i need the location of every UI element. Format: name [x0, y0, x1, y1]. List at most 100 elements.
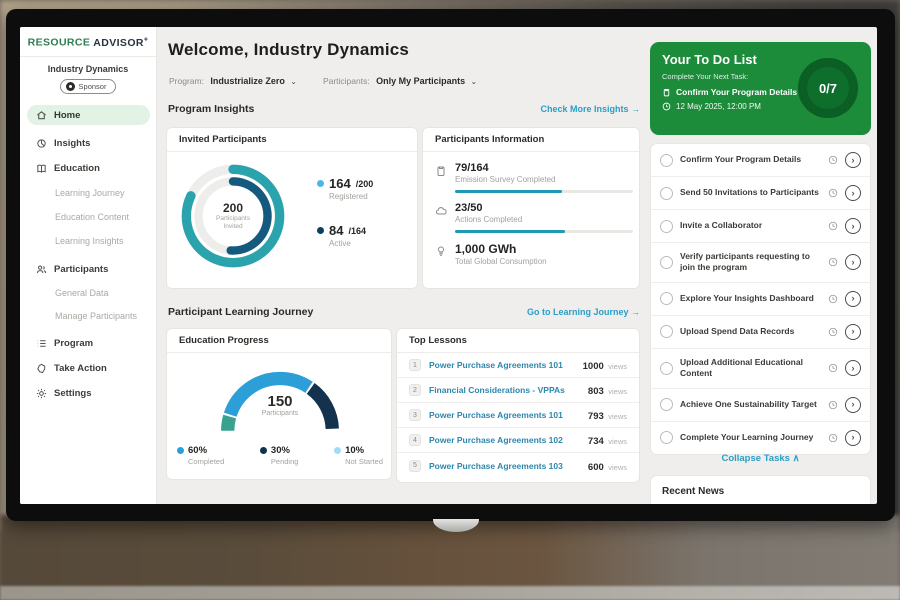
sponsor-badge[interactable]: Sponsor: [59, 78, 117, 94]
invited-center-value: 200: [222, 200, 244, 215]
task-row[interactable]: Achieve One Sustainability Target ›: [651, 387, 870, 421]
lesson-views: 1000 views: [582, 361, 627, 372]
task-open-button[interactable]: ›: [845, 290, 861, 307]
sidebar-item-general-data[interactable]: General Data: [55, 288, 109, 298]
task-row[interactable]: Verify participants requesting to join t…: [651, 242, 870, 282]
lesson-rank: 1: [409, 359, 421, 371]
task-open-button[interactable]: ›: [845, 218, 861, 234]
sidebar-item-learning-journey[interactable]: Learning Journey: [55, 188, 125, 198]
lesson-row[interactable]: 4 Power Purchase Agreements 102 734 view…: [397, 428, 639, 453]
page-title: Welcome, Industry Dynamics: [168, 40, 410, 59]
education-progress-legend: 60% Completed 30% Pending 10% Not Starte…: [177, 445, 383, 466]
task-checkbox[interactable]: [660, 361, 673, 375]
education-progress-gauge: 150 Participants: [213, 359, 347, 439]
sidebar-item-insights[interactable]: Insights: [27, 133, 150, 153]
lesson-row[interactable]: 2 Financial Considerations - VPPAs 803 v…: [397, 378, 639, 403]
home-icon: [37, 110, 46, 119]
legend-not-started: 10% Not Started: [334, 445, 383, 466]
task-checkbox[interactable]: [660, 153, 673, 167]
task-open-button[interactable]: ›: [845, 152, 861, 168]
task-row[interactable]: Upload Spend Data Records ›: [651, 314, 870, 348]
clock-icon: [828, 433, 838, 443]
learning-journey-title: Participant Learning Journey: [168, 306, 314, 318]
chevron-up-icon: ∧: [792, 453, 800, 464]
book-icon: [37, 164, 46, 173]
logo-resource: RESOURCE: [27, 36, 91, 49]
task-checkbox[interactable]: [660, 292, 673, 306]
app-logo[interactable]: RESOURCE ADVISOR+: [20, 27, 156, 57]
lesson-views: 793 views: [587, 411, 627, 422]
check-more-insights-link[interactable]: Check More Insights →: [540, 104, 640, 114]
task-checkbox[interactable]: [660, 219, 673, 233]
task-open-button[interactable]: ›: [845, 429, 861, 446]
task-open-button[interactable]: ›: [845, 360, 861, 377]
invited-center-label: Participants Invited: [216, 214, 250, 230]
program-filter[interactable]: Program: Industrialize Zero ⌄: [169, 76, 297, 86]
task-row[interactable]: Confirm Your Program Details ›: [651, 144, 870, 176]
sidebar-item-learning-insights[interactable]: Learning Insights: [55, 236, 124, 246]
task-checkbox[interactable]: [660, 398, 673, 412]
sidebar-item-program[interactable]: Program: [27, 333, 150, 353]
lesson-row[interactable]: 5 Power Purchase Agreements 103 600 view…: [397, 453, 639, 478]
task-checkbox[interactable]: [660, 431, 673, 445]
task-row[interactable]: Upload Additional Educational Content ›: [651, 347, 870, 388]
chevron-down-icon: ⌄: [290, 77, 297, 86]
recent-news-card: Recent News: [650, 475, 871, 504]
education-progress-title: Education Progress: [167, 329, 391, 353]
participants-information-title: Participants Information: [423, 128, 639, 152]
task-open-button[interactable]: ›: [845, 323, 861, 340]
clipboard-icon: [437, 166, 445, 176]
registered-arc: [181, 164, 285, 268]
lesson-link[interactable]: Power Purchase Agreements 101: [429, 410, 563, 420]
education-progress-card: Education Progress 150 Participants 60% …: [166, 328, 392, 480]
global-consumption-row: 1,000 GWh Total Global Consumption: [435, 242, 625, 266]
task-open-button[interactable]: ›: [845, 185, 861, 201]
todo-next-task[interactable]: Confirm Your Program Details: [662, 87, 859, 97]
lesson-link[interactable]: Power Purchase Agreements 101: [429, 360, 563, 370]
sidebar-item-manage-participants[interactable]: Manage Participants: [55, 311, 138, 321]
chevron-down-icon: ⌄: [470, 77, 478, 86]
task-checkbox[interactable]: [660, 186, 673, 200]
dashboard-screen: RESOURCE ADVISOR+ Industry Dynamics Spon…: [20, 27, 877, 504]
sidebar-item-participants[interactable]: Participants: [27, 259, 150, 279]
lesson-link[interactable]: Financial Considerations - VPPAs: [429, 385, 565, 395]
insights-icon: [37, 138, 46, 148]
clipboard-icon: [663, 88, 670, 96]
learning-journey-header: Participant Learning Journey Go to Learn…: [168, 306, 640, 318]
cloud-icon: [435, 207, 447, 215]
filters-row: Program: Industrialize Zero ⌄ Participan…: [169, 76, 477, 86]
top-lessons-card: Top Lessons 1 Power Purchase Agreements …: [396, 328, 640, 483]
task-row[interactable]: Invite a Collaborator ›: [651, 209, 870, 242]
lesson-views: 600 views: [587, 461, 627, 473]
participants-filter[interactable]: Participants: Only My Participants ⌄: [322, 76, 478, 86]
lesson-row[interactable]: 3 Power Purchase Agreements 101 793 view…: [397, 403, 639, 428]
gauge-center-value: 150: [267, 393, 293, 410]
task-row[interactable]: Send 50 Invitations to Participants ›: [651, 176, 870, 209]
lesson-link[interactable]: Power Purchase Agreements 103: [429, 460, 563, 471]
clock-icon: [828, 294, 838, 304]
participants-information-card: Participants Information 79/164 Emission…: [422, 127, 640, 289]
pending-dot: [259, 447, 267, 454]
go-to-learning-journey-link[interactable]: Go to Learning Journey →: [526, 307, 640, 317]
sidebar-item-home[interactable]: Home: [27, 105, 150, 125]
collapse-tasks-link[interactable]: Collapse Tasks ∧: [721, 453, 800, 464]
lesson-link[interactable]: Power Purchase Agreements 102: [429, 435, 563, 445]
task-open-button[interactable]: ›: [845, 396, 861, 413]
actions-completed-progressbar: [455, 230, 633, 233]
active-arc: [194, 177, 272, 255]
sidebar-item-settings[interactable]: Settings: [27, 383, 150, 403]
todo-subtitle: Complete Your Next Task:: [662, 72, 749, 81]
legend-registered: 164/200 Registered: [317, 176, 373, 201]
clock-icon: [828, 188, 838, 198]
program-insights-header: Program Insights Check More Insights →: [168, 103, 640, 115]
task-row[interactable]: Explore Your Insights Dashboard ›: [651, 281, 870, 315]
task-checkbox[interactable]: [660, 325, 673, 339]
sidebar-item-education[interactable]: Education: [27, 158, 150, 178]
task-row[interactable]: Complete Your Learning Journey ›: [651, 420, 870, 454]
task-checkbox[interactable]: [660, 255, 673, 269]
sidebar-item-education-content[interactable]: Education Content: [55, 212, 130, 222]
lesson-row[interactable]: 1 Power Purchase Agreements 101 1000 vie…: [397, 353, 639, 378]
sidebar-item-take-action[interactable]: Take Action: [27, 358, 150, 378]
task-open-button[interactable]: ›: [845, 254, 861, 271]
clock-icon: [828, 364, 838, 373]
